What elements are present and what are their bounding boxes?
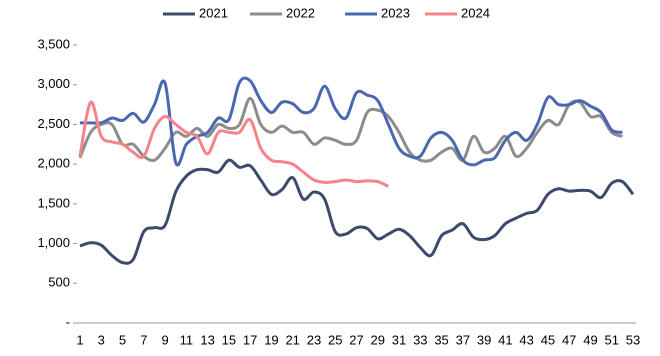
x-tick-label: 5	[119, 332, 126, 347]
y-tick-label: -	[66, 314, 70, 329]
series-line	[78, 96, 623, 163]
x-tick-label: 35	[434, 332, 448, 347]
x-tick-label: 1	[76, 332, 83, 347]
x-tick-label: 49	[583, 332, 597, 347]
x-tick-label: 23	[307, 332, 321, 347]
x-tick-label: 25	[328, 332, 342, 347]
y-tick-label: 1,500	[37, 195, 70, 210]
x-tick-label: 7	[140, 332, 147, 347]
x-tick-label: 37	[456, 332, 470, 347]
x-tick-label: 29	[371, 332, 385, 347]
x-tick-label: 3	[98, 332, 105, 347]
x-tick-label: 53	[626, 332, 640, 347]
x-tick-label: 31	[392, 332, 406, 347]
x-tick-label: 47	[562, 332, 576, 347]
x-tick-label: 21	[285, 332, 299, 347]
legend-label: 2022	[286, 5, 315, 20]
x-tick-label: 17	[243, 332, 257, 347]
legend-label: 2023	[381, 5, 410, 20]
legend-label: 2024	[461, 5, 490, 20]
x-tick-label: 19	[264, 332, 278, 347]
y-tick-label: 3,500	[37, 36, 70, 51]
legend-label: 2021	[199, 5, 228, 20]
y-tick-label: 1,000	[37, 235, 70, 250]
x-tick-label: 51	[604, 332, 618, 347]
y-tick-label: 2,000	[37, 156, 70, 171]
x-tick-label: 15	[222, 332, 236, 347]
x-tick-label: 43	[519, 332, 533, 347]
y-tick-label: 3,000	[37, 76, 70, 91]
x-tick-label: 39	[477, 332, 491, 347]
y-tick-label: 500	[48, 275, 70, 290]
series-line	[78, 100, 390, 188]
x-tick-label: 45	[541, 332, 555, 347]
x-tick-label: 33	[413, 332, 427, 347]
x-tick-label: 13	[200, 332, 214, 347]
series-line	[79, 158, 635, 265]
y-tick-label: 2,500	[37, 116, 70, 131]
x-tick-label: 41	[498, 332, 512, 347]
x-tick-label: 9	[161, 332, 168, 347]
x-tick-label: 27	[349, 332, 363, 347]
x-tick-label: 11	[180, 332, 194, 347]
